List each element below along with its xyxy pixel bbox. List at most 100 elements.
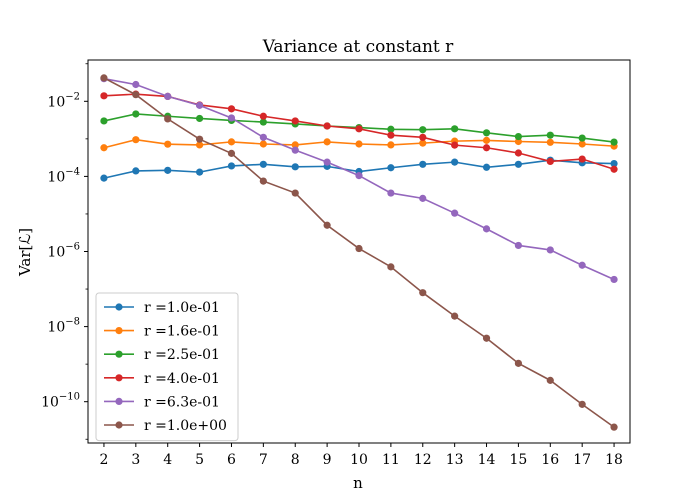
legend-label: r =6.3e-01 [144, 394, 220, 410]
legend-item: r =1.6e-01 [104, 324, 220, 340]
data-point [546, 138, 554, 146]
data-point [610, 165, 618, 173]
data-point [419, 126, 427, 134]
data-point [355, 172, 363, 180]
legend-item: r =1.0e-01 [104, 300, 220, 316]
data-point [323, 158, 331, 166]
data-point [132, 80, 140, 89]
data-point [355, 140, 363, 148]
legend-swatch-marker [115, 397, 123, 405]
x-tick-label: 11 [382, 452, 400, 468]
data-point [195, 168, 204, 176]
data-point [195, 141, 204, 149]
data-point [387, 131, 395, 139]
legend-swatch-marker [115, 350, 123, 358]
x-tick-label: 16 [541, 452, 559, 468]
data-point [482, 225, 491, 233]
data-point [291, 189, 299, 197]
legend-label: r =2.5e-01 [144, 347, 220, 363]
data-point [227, 114, 236, 122]
data-point [546, 376, 554, 384]
data-point [419, 133, 427, 141]
y-tick-label: 10−4 [47, 166, 80, 185]
data-point [100, 144, 108, 152]
data-point [164, 140, 172, 148]
chart-title: Variance at constant r [262, 37, 454, 57]
data-point [482, 129, 491, 137]
data-point [514, 241, 523, 250]
data-point [514, 160, 523, 168]
data-point [259, 118, 267, 126]
data-point [164, 92, 172, 101]
legend-label: r =4.0e-01 [144, 371, 220, 387]
data-point [323, 221, 331, 229]
x-axis-label: n [353, 474, 363, 492]
data-point [227, 149, 236, 157]
data-point [482, 334, 491, 342]
data-point [291, 163, 299, 171]
data-point [164, 166, 172, 174]
data-point [195, 101, 204, 109]
data-point [132, 136, 140, 144]
data-point [578, 155, 586, 163]
data-point [387, 141, 395, 149]
data-point [259, 160, 267, 168]
x-tick-label: 7 [259, 452, 268, 468]
data-point [419, 139, 427, 147]
legend-swatch-marker [115, 303, 123, 311]
x-tick-label: 14 [478, 452, 496, 468]
data-point [419, 160, 427, 168]
x-tick-label: 6 [227, 452, 236, 468]
data-point [451, 312, 459, 320]
series-6 [100, 74, 618, 431]
data-point [259, 112, 267, 120]
series-4 [100, 90, 618, 173]
data-point [578, 140, 586, 148]
data-point [451, 158, 459, 166]
x-tick-label: 10 [350, 452, 368, 468]
x-tick-label: 4 [163, 452, 172, 468]
legend-label: r =1.0e-01 [144, 300, 220, 316]
data-point [514, 137, 523, 146]
legend-item: r =1.0e+00 [104, 418, 227, 434]
data-point [323, 138, 331, 146]
series-2 [100, 136, 618, 152]
legend-swatch-marker [115, 374, 123, 382]
data-point [100, 92, 108, 100]
legend-swatch-marker [115, 327, 123, 335]
data-point [355, 244, 363, 253]
data-point [100, 74, 108, 82]
legend-item: r =2.5e-01 [104, 347, 220, 363]
data-point [514, 149, 523, 157]
data-point [610, 423, 618, 431]
data-point [355, 125, 363, 133]
data-point [100, 117, 108, 125]
data-point [227, 162, 236, 170]
data-point [451, 209, 459, 217]
data-point [482, 163, 491, 171]
data-point [514, 359, 523, 367]
data-point [451, 125, 459, 133]
data-point [514, 132, 523, 141]
data-point [482, 144, 491, 152]
data-point [546, 131, 554, 139]
x-tick-label: 9 [323, 452, 332, 468]
data-point [291, 141, 299, 149]
data-point [387, 164, 395, 172]
data-point [546, 246, 554, 254]
data-point [578, 400, 586, 408]
data-point [227, 105, 236, 113]
x-tick-label: 15 [509, 452, 527, 468]
x-tick-label: 3 [131, 452, 140, 468]
data-point [259, 140, 267, 148]
legend-item: r =4.0e-01 [104, 371, 220, 387]
x-tick-label: 12 [414, 452, 432, 468]
data-point [259, 177, 267, 185]
data-point [132, 167, 140, 175]
x-tick-label: 2 [99, 452, 108, 468]
y-tick-label: 10−6 [47, 242, 80, 261]
x-tick-label: 5 [195, 452, 204, 468]
legend-label: r =1.6e-01 [144, 324, 220, 340]
plot-area [100, 74, 618, 431]
data-point [419, 194, 427, 202]
